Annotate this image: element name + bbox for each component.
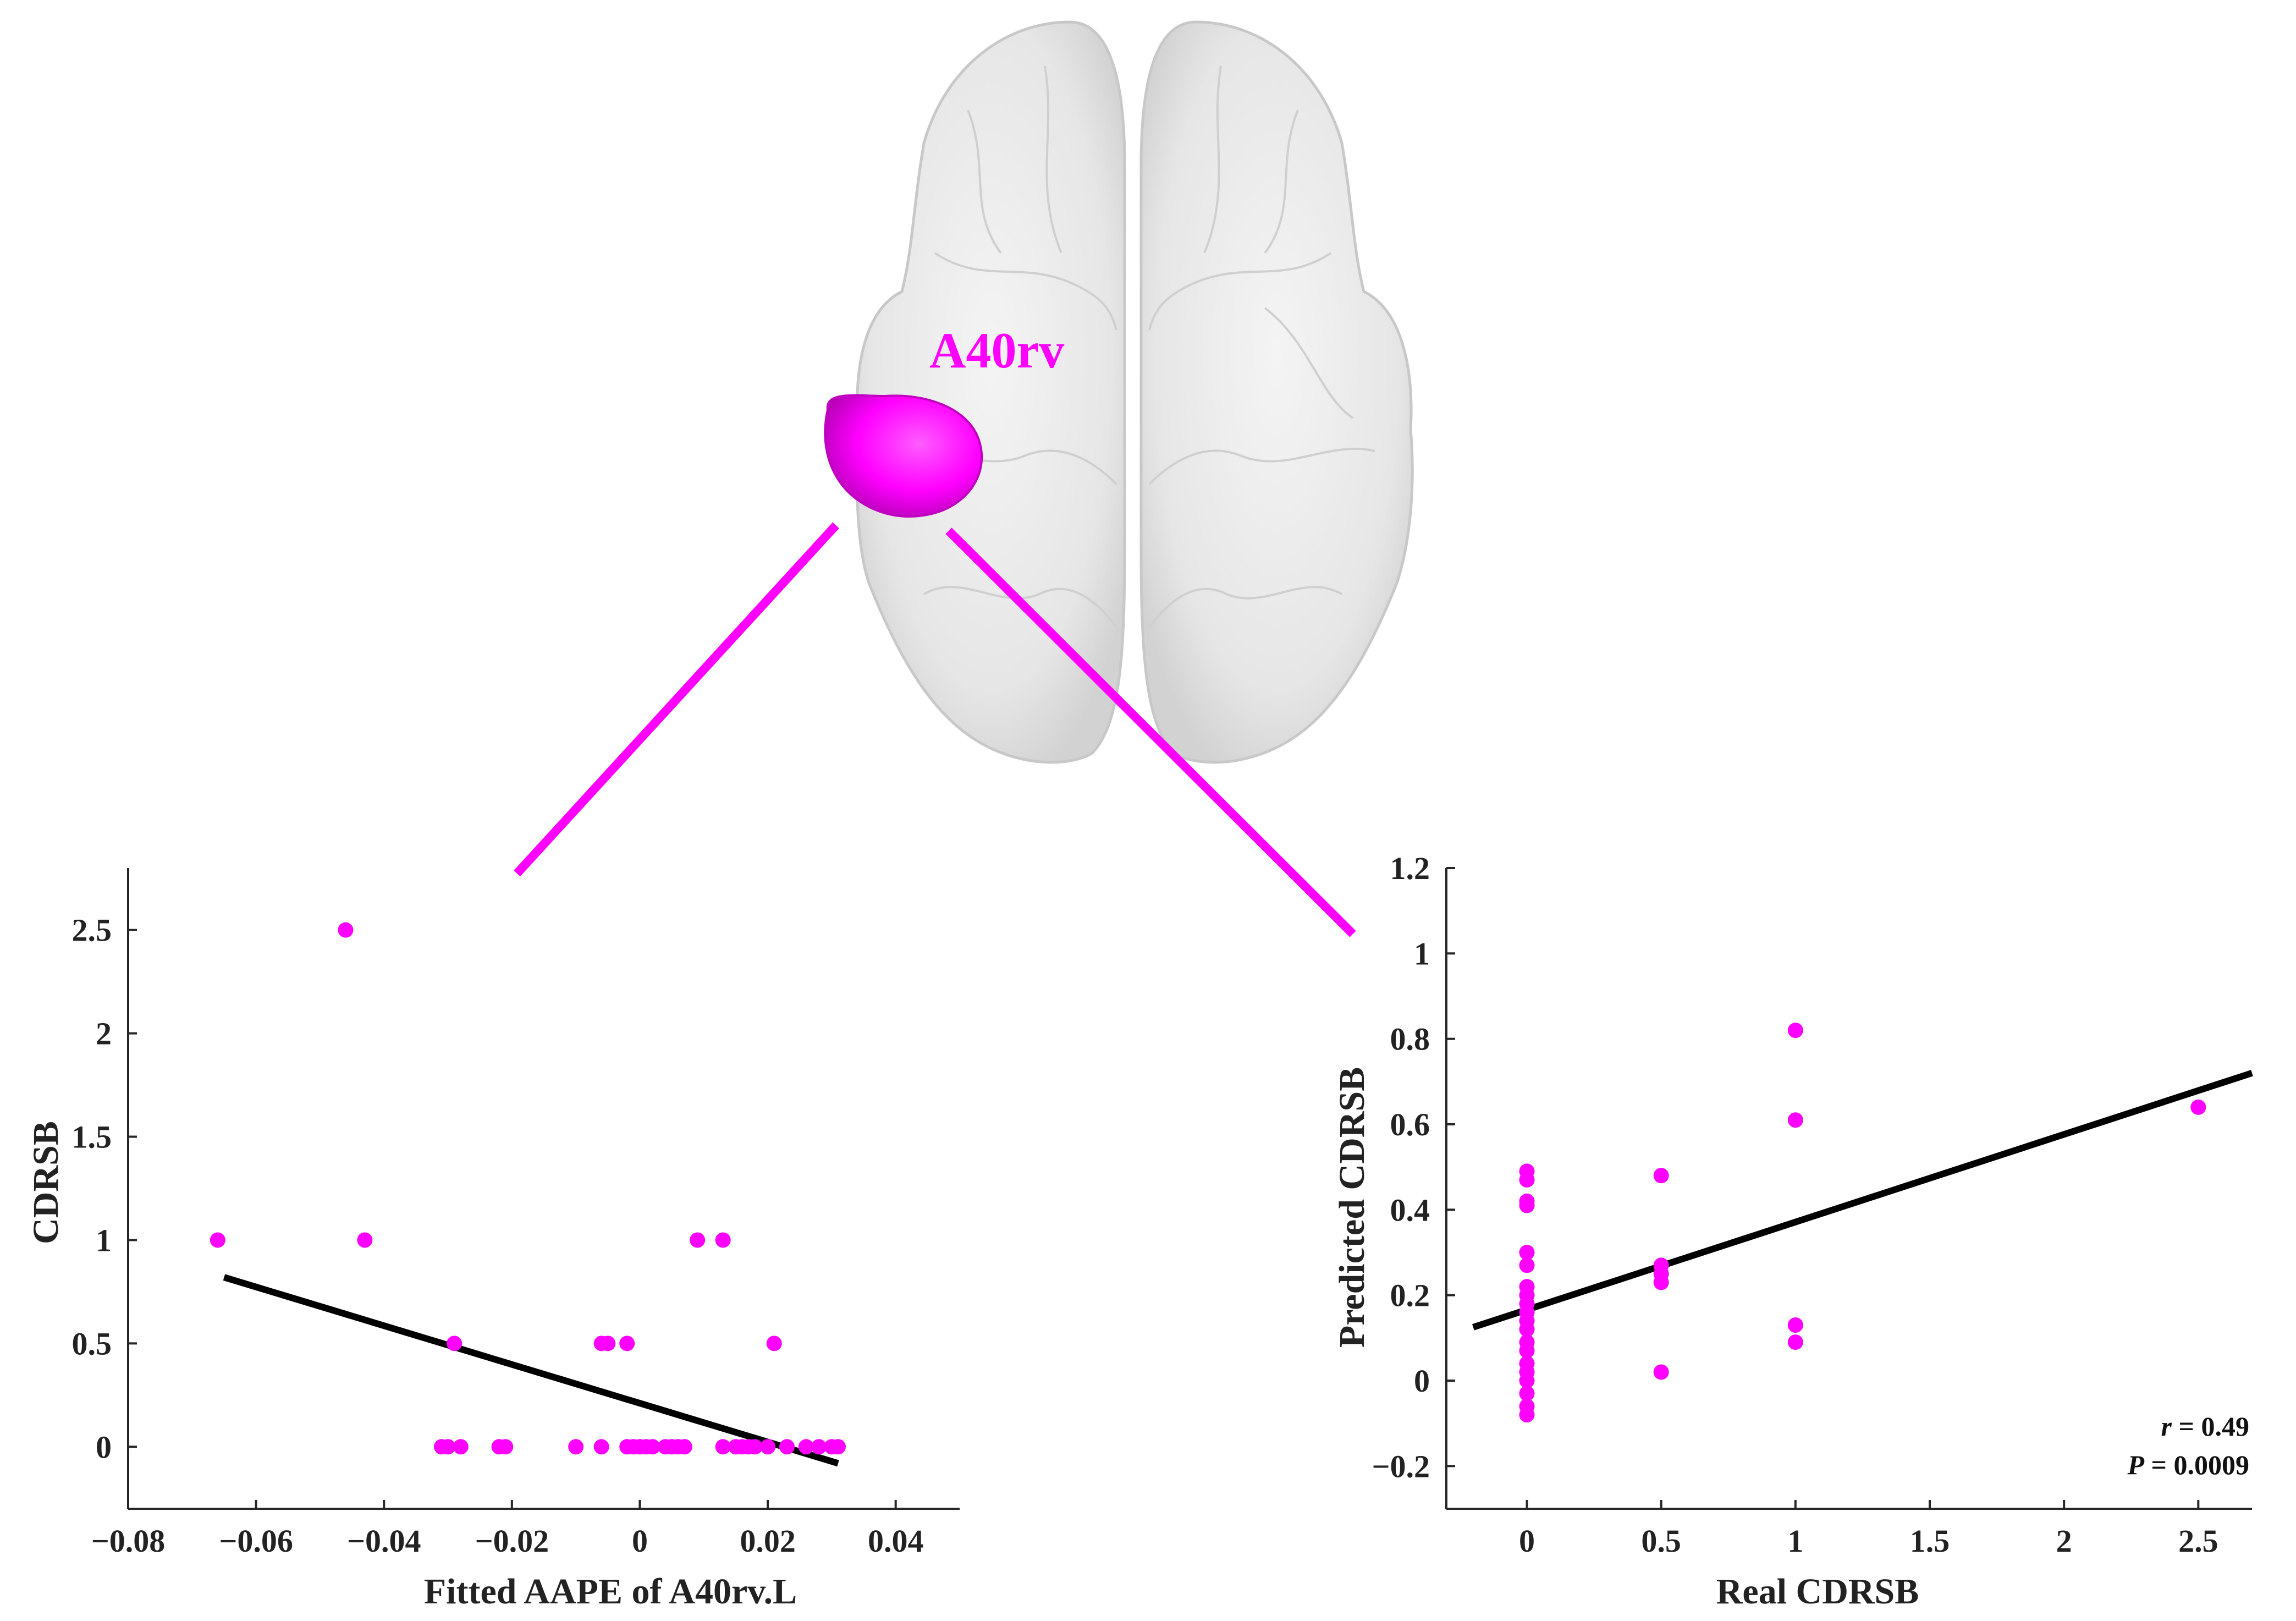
left-data-point [715, 1439, 731, 1455]
stats-p-value: = 0.0009 [2144, 1449, 2249, 1480]
right-data-point [1519, 1386, 1535, 1402]
right-x-tick-label: 2 [2056, 1523, 2072, 1559]
stats-p-line: P = 0.0009 [2127, 1449, 2249, 1480]
right-data-point [1519, 1321, 1535, 1337]
left-data-point [760, 1439, 776, 1455]
right-fit-line [1472, 1070, 2253, 1331]
left-data-point [676, 1439, 692, 1455]
right-y-tick-label: 0.6 [1390, 1107, 1430, 1142]
left-y-tick-label: 2.5 [72, 913, 112, 948]
stats-p-label: P [2127, 1449, 2144, 1480]
left-x-tick-label: −0.08 [91, 1523, 166, 1559]
left-data-point [690, 1232, 706, 1248]
right-data-point [1653, 1274, 1669, 1290]
connector-left [514, 522, 839, 877]
left-chart-fit-group [223, 1274, 839, 1467]
left-y-tick-label: 0.5 [72, 1326, 112, 1361]
left-data-point [498, 1439, 514, 1455]
left-chart-x-axis-label: Fitted AAPE of A40rv.L [424, 1571, 797, 1612]
right-x-tick-label: 2.5 [2178, 1523, 2218, 1559]
left-data-point [447, 1336, 462, 1351]
left-data-point [210, 1232, 225, 1248]
right-data-point [1519, 1245, 1535, 1260]
left-data-point [453, 1439, 469, 1455]
left-data-point [600, 1336, 616, 1351]
left-data-point [619, 1336, 635, 1351]
left-x-tick-label: 0.02 [740, 1523, 796, 1559]
left-x-tick-label: −0.06 [219, 1523, 293, 1559]
left-x-tick-label: 0.04 [868, 1523, 924, 1559]
left-chart-points [210, 922, 846, 1455]
left-scatter-chart: −0.08 −0.06 −0.04 −0.02 0 0.02 0.04 0 0.5 1 1.5 2 2.… [26, 868, 960, 1612]
right-data-point [1519, 1407, 1535, 1423]
left-data-point [830, 1439, 846, 1455]
right-data-point [1519, 1172, 1535, 1188]
stats-r-line: r = 0.49 [2161, 1411, 2249, 1442]
right-y-tick-label: 0.4 [1390, 1192, 1430, 1228]
left-y-tick-label: 1 [96, 1222, 112, 1258]
right-chart-x-axis-label: Real CDRSB [1716, 1571, 1919, 1612]
region-label: A40rv [929, 322, 1064, 378]
left-y-tick-label: 2 [96, 1016, 112, 1052]
right-x-tick-label: 0 [1519, 1523, 1535, 1559]
left-fit-line [223, 1274, 839, 1467]
right-chart-points [1519, 1023, 2206, 1423]
right-chart-fit-group [1472, 1070, 2253, 1331]
right-y-tick-label: −0.2 [1372, 1448, 1430, 1484]
left-data-point [357, 1232, 373, 1248]
right-y-tick-label: 0 [1414, 1363, 1430, 1399]
stats-r-label: r [2161, 1411, 2172, 1442]
left-x-tick-label: −0.04 [347, 1523, 421, 1559]
left-data-point [779, 1439, 795, 1455]
right-data-point [1787, 1334, 1803, 1350]
a40rv-region-blob [824, 394, 983, 518]
right-y-tick-label: 0.8 [1390, 1021, 1430, 1057]
right-x-tick-label: 0.5 [1641, 1523, 1681, 1559]
right-y-tick-label: 1 [1414, 936, 1430, 971]
left-chart-y-axis-label: CDRSB [26, 1121, 66, 1244]
left-data-point [338, 922, 354, 938]
left-x-tick-label: 0 [632, 1523, 648, 1559]
right-x-tick-label: 1.5 [1910, 1523, 1950, 1559]
brain-left-hemisphere [855, 20, 1126, 764]
left-data-point [715, 1232, 731, 1248]
connector-right [945, 527, 1356, 937]
left-data-point [440, 1439, 456, 1455]
right-y-tick-label: 1.2 [1390, 850, 1430, 886]
right-data-point [2190, 1099, 2206, 1115]
left-chart-axes: −0.08 −0.06 −0.04 −0.02 0 0.02 0.04 0 0.5 1 1.5 2 2.… [72, 868, 960, 1559]
right-data-point [1653, 1168, 1669, 1184]
right-data-point [1653, 1364, 1669, 1380]
left-data-point [811, 1439, 827, 1455]
left-data-point [645, 1439, 660, 1455]
left-data-point [798, 1439, 814, 1455]
left-data-point [747, 1439, 763, 1455]
right-data-point [1519, 1257, 1535, 1273]
left-x-tick-label: −0.02 [475, 1523, 549, 1559]
right-data-point [1519, 1197, 1535, 1213]
left-data-point [593, 1439, 609, 1455]
right-chart-axes: 0 0.5 1 1.5 2 2.5 −0.2 0 0.2 0.4 0.6 0.8 1 1.2 [1372, 850, 2252, 1559]
right-data-point [1787, 1112, 1803, 1128]
brain-rendering: A40rv [824, 20, 1414, 764]
right-data-point [1787, 1023, 1803, 1038]
brain-right-hemisphere [1139, 20, 1414, 764]
right-x-tick-label: 1 [1787, 1523, 1803, 1559]
right-chart-y-axis-label: Predicted CDRSB [1332, 1067, 1372, 1348]
right-data-point [1519, 1373, 1535, 1388]
right-scatter-chart: 0 0.5 1 1.5 2 2.5 −0.2 0 0.2 0.4 0.6 0.8 1 1.2 Real C… [1332, 850, 2253, 1612]
right-data-point [1519, 1343, 1535, 1359]
left-y-tick-label: 0 [96, 1429, 112, 1465]
left-data-point [766, 1336, 782, 1351]
stats-r-value: = 0.49 [2172, 1411, 2249, 1442]
right-y-tick-label: 0.2 [1390, 1278, 1430, 1314]
left-y-tick-label: 1.5 [72, 1119, 112, 1155]
connector-lines [514, 522, 1356, 937]
right-data-point [1787, 1317, 1803, 1333]
left-data-point [568, 1439, 584, 1455]
